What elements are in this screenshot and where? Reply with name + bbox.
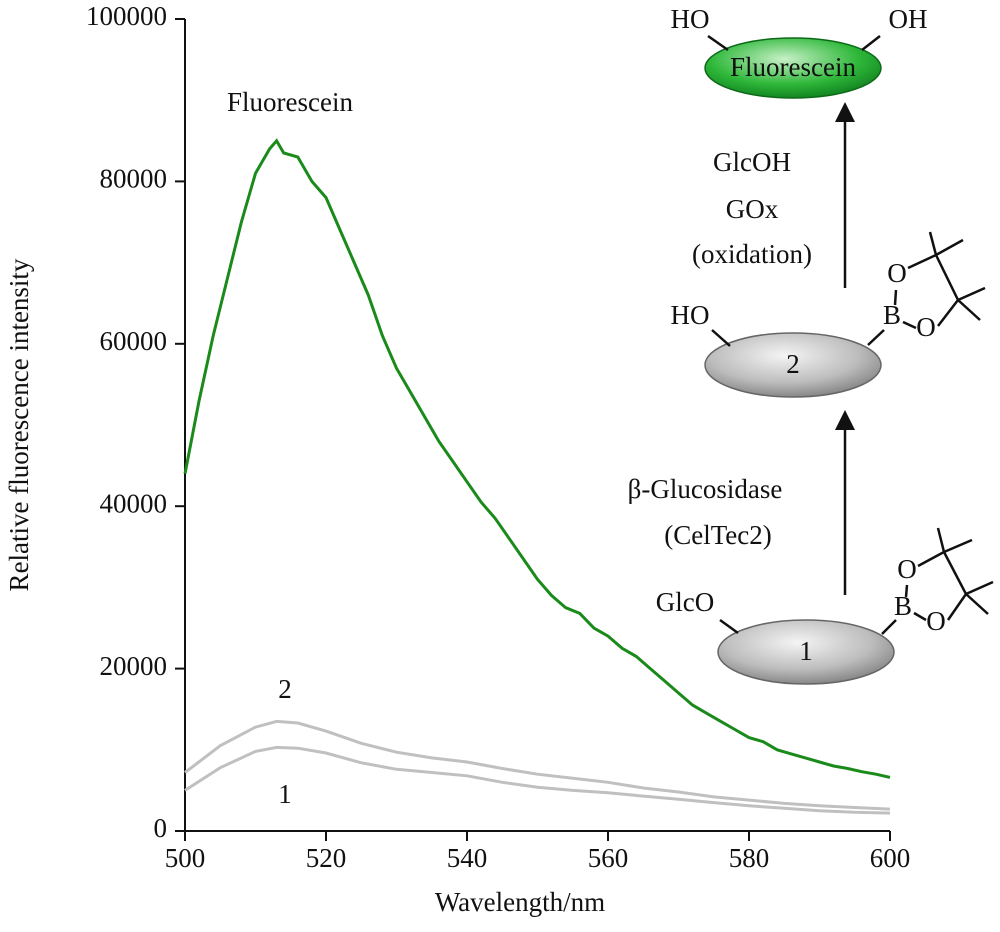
atom: O xyxy=(926,606,946,636)
x-axis-label: Wavelength/nm xyxy=(435,887,605,917)
y-tick-label: 20000 xyxy=(100,651,168,681)
compound-label: 1 xyxy=(799,636,813,666)
reagent: (oxidation) xyxy=(692,239,812,269)
y-tick-label: 80000 xyxy=(100,164,168,194)
x-tick-label: 500 xyxy=(165,843,206,873)
group-label: OH xyxy=(889,4,928,34)
y-tick-label: 0 xyxy=(154,813,168,843)
y-tick-label: 100000 xyxy=(86,1,167,31)
x-tick-label: 600 xyxy=(870,843,911,873)
x-tick-label: 520 xyxy=(306,843,347,873)
atom: O xyxy=(916,312,936,342)
compound-label: Fluorescein xyxy=(730,52,856,82)
reagent: GOx xyxy=(726,194,779,224)
series-label: Fluorescein xyxy=(227,87,353,117)
x-tick-label: 560 xyxy=(588,843,629,873)
y-axis-label: Relative fluorescence intensity xyxy=(4,258,34,591)
series-label: 2 xyxy=(278,674,292,704)
reagent: GlcOH xyxy=(713,147,791,177)
chart: Wavelength/nm Relative fluorescence inte… xyxy=(4,1,910,917)
enzyme: (CelTec2) xyxy=(664,520,772,550)
atom: B xyxy=(894,591,912,621)
group-label: HO xyxy=(671,300,710,330)
group-label: HO xyxy=(671,4,710,34)
group-label: GlcO xyxy=(656,587,714,617)
atom: O xyxy=(887,258,907,288)
atom: O xyxy=(897,554,917,584)
series-label: 1 xyxy=(278,779,292,809)
enzyme: β-Glucosidase xyxy=(628,474,783,504)
x-tick-label: 580 xyxy=(729,843,770,873)
y-tick-label: 40000 xyxy=(100,488,168,518)
atom: B xyxy=(883,300,901,330)
y-tick-label: 60000 xyxy=(100,326,168,356)
x-tick-label: 540 xyxy=(447,843,488,873)
compound-label: 2 xyxy=(786,349,800,379)
reaction-scheme: Fluorescein HO OH GlcOH GOx (oxidation) … xyxy=(628,4,993,684)
axes xyxy=(185,19,890,831)
